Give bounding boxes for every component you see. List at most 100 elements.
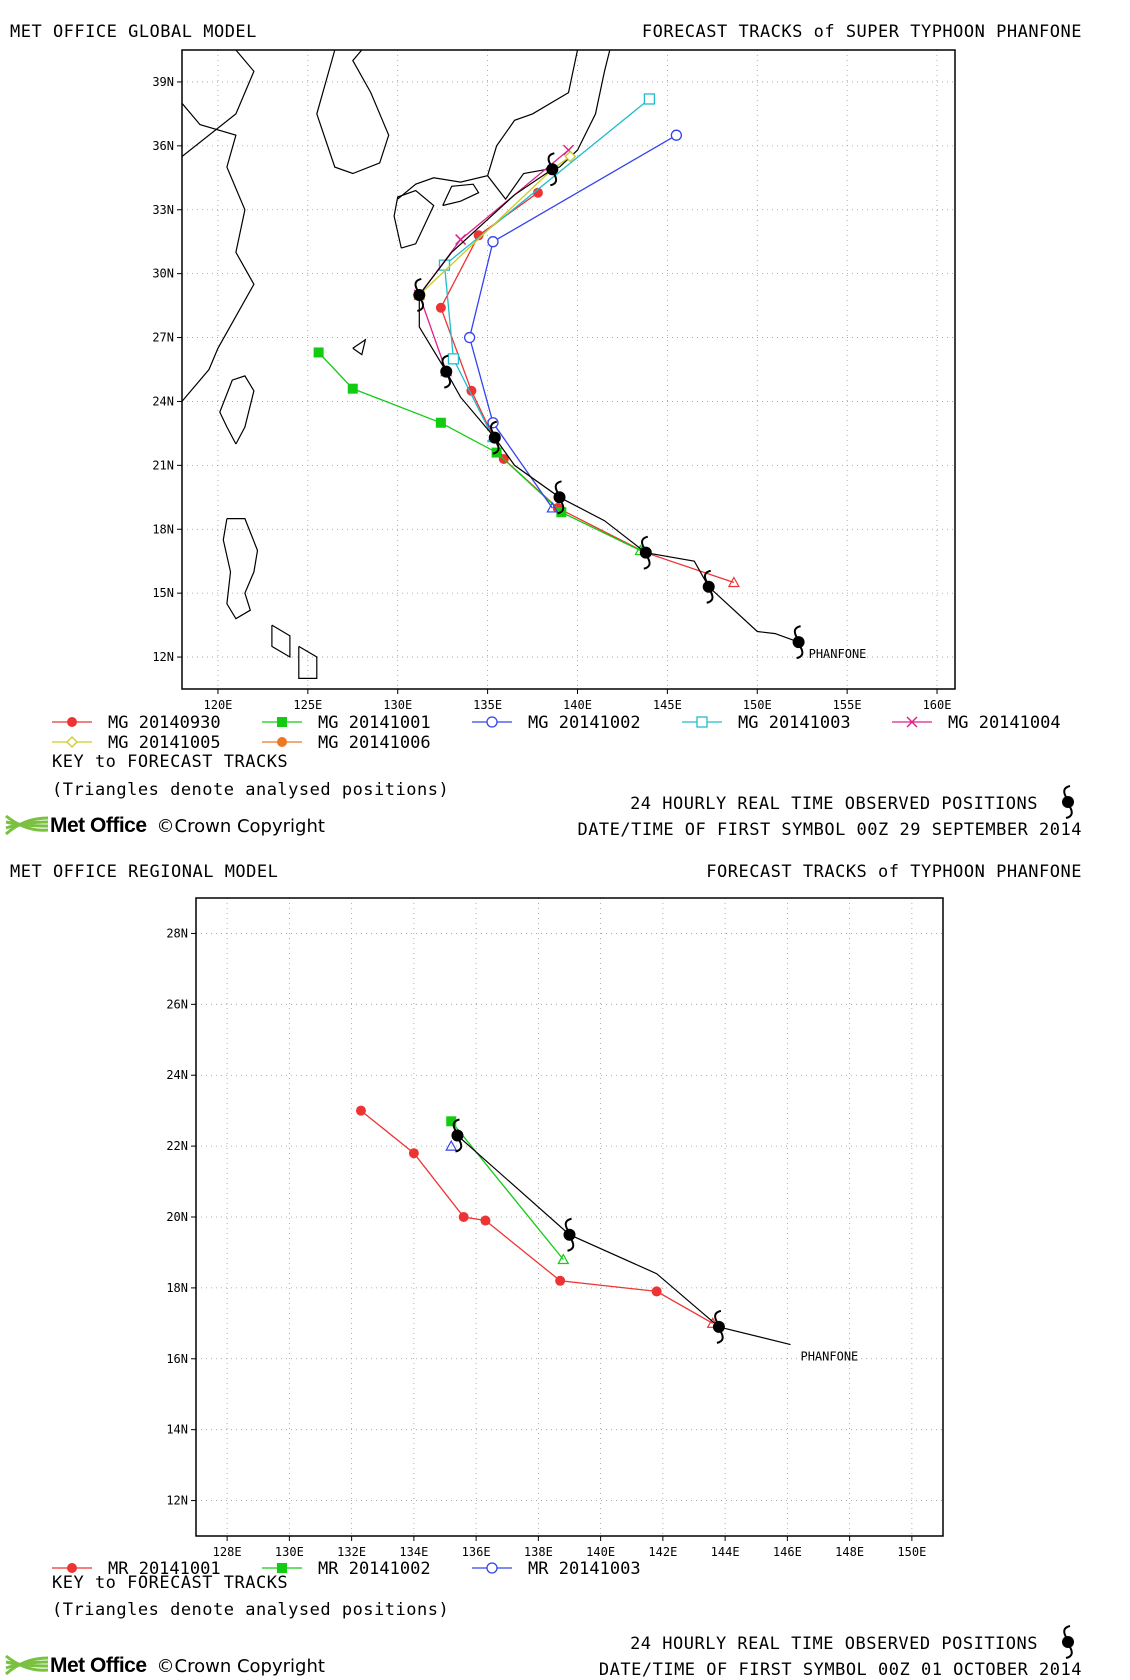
regional-legend-marker [67, 1563, 77, 1573]
global-track-marker [643, 93, 656, 105]
global-met-office-logo: Met Office ©Crown Copyright [4, 814, 325, 838]
global-cyclone-icon [553, 480, 566, 515]
global-key-title: KEY to FORECAST TRACKS [52, 752, 289, 772]
global-legend-label: MG 20141006 [318, 733, 431, 753]
global-y-tick-label: 36N [152, 139, 174, 153]
global-track-line [443, 98, 650, 438]
regional-track-marker [408, 1148, 419, 1159]
regional-track-line [450, 1120, 564, 1260]
global-track-line [318, 352, 641, 552]
global-y-tick-label: 15N [152, 586, 174, 600]
coastline [442, 183, 480, 207]
regional-x-tick-label: 128E [213, 1545, 242, 1559]
global-legend-label: MG 20141001 [318, 713, 431, 733]
regional-cyclone-icon [451, 1118, 464, 1153]
global-cyclone-icon [702, 569, 715, 604]
global-x-tick-label: 150E [743, 698, 772, 712]
regional-track-marker [480, 1215, 491, 1226]
global-legend-label: MG 20141003 [738, 713, 851, 733]
regional-cyclone-icon [712, 1309, 725, 1344]
regional-observed-note: 24 HOURLY REAL TIME OBSERVED POSITIONS [630, 1634, 1038, 1654]
global-legend-marker [67, 717, 77, 727]
regional-track-marker [555, 1275, 566, 1286]
met-office-swoosh-icon [5, 1654, 49, 1676]
regional-x-tick-label: 150E [897, 1545, 926, 1559]
global-forecast-title: FORECAST TRACKS of SUPER TYPHOON PHANFON… [641, 22, 1082, 42]
global-y-tick-label: 12N [152, 650, 174, 664]
met-office-logo-text: Met Office [50, 1654, 147, 1677]
global-cyclone-icon [488, 420, 501, 455]
global-track-marker [670, 129, 683, 141]
coastline [222, 518, 259, 620]
regional-y-tick-label: 24N [166, 1068, 188, 1082]
global-observed-track [418, 168, 799, 643]
met-office-swoosh-icon [5, 814, 49, 836]
global-x-tick-label: 125E [293, 698, 322, 712]
coastline [352, 338, 367, 356]
global-track-marker [435, 302, 446, 313]
global-track-line [440, 192, 735, 584]
global-cyclone-icon [792, 625, 805, 660]
regional-first-symbol: DATE/TIME OF FIRST SYMBOL 00Z 01 OCTOBER… [598, 1660, 1082, 1680]
regional-track-marker [446, 1116, 457, 1127]
global-legend-marker [66, 736, 78, 748]
regional-observed-track [457, 1135, 791, 1346]
regional-cyclone-icon [563, 1217, 576, 1252]
regional-y-tick-label: 18N [166, 1281, 188, 1295]
global-triangle-note: (Triangles denote analysed positions) [52, 780, 450, 800]
regional-y-tick-label: 22N [166, 1139, 188, 1153]
global-y-tick-label: 21N [152, 458, 174, 472]
global-y-tick-label: 33N [152, 203, 174, 217]
regional-y-tick-label: 14N [166, 1423, 188, 1437]
regional-x-tick-label: 144E [711, 1545, 740, 1559]
global-observed-key-icon [1062, 785, 1074, 819]
coastline [182, 50, 255, 157]
coastline [271, 624, 291, 659]
regional-x-tick-label: 140E [586, 1545, 615, 1559]
global-x-tick-label: 145E [653, 698, 682, 712]
regional-legend-marker [277, 1563, 287, 1573]
global-legend-marker [486, 716, 498, 728]
global-track-marker [447, 353, 460, 365]
regional-storm-label: PHANFONE [800, 1350, 858, 1364]
regional-legend-marker [486, 1562, 498, 1574]
coastline [487, 50, 579, 176]
global-x-tick-label: 135E [473, 698, 502, 712]
coastline [316, 50, 390, 175]
regional-y-tick-label: 26N [166, 997, 188, 1011]
global-track-marker [473, 230, 484, 241]
regional-y-tick-label: 16N [166, 1352, 188, 1366]
global-legend-marker [277, 737, 287, 747]
global-track-line [418, 155, 571, 296]
regional-x-tick-label: 134E [399, 1545, 428, 1559]
global-track-marker [487, 236, 499, 248]
regional-model-title: MET OFFICE REGIONAL MODEL [10, 862, 279, 882]
regional-x-tick-label: 142E [648, 1545, 677, 1559]
regional-track-marker [355, 1105, 366, 1116]
global-track-marker [347, 383, 358, 394]
global-track-marker [313, 347, 324, 358]
met-office-logo-text: Met Office [50, 814, 147, 837]
global-cyclone-icon [440, 354, 453, 389]
regional-x-tick-label: 146E [773, 1545, 802, 1559]
copyright: ©Crown Copyright [156, 1655, 325, 1677]
global-cyclone-icon [546, 152, 559, 187]
global-legend-marker [277, 717, 287, 727]
global-legend-label: MG 20140930 [108, 713, 221, 733]
global-y-tick-label: 27N [152, 331, 174, 345]
regional-triangle-note: (Triangles denote analysed positions) [52, 1600, 450, 1620]
regional-x-tick-label: 138E [524, 1545, 553, 1559]
global-x-tick-label: 155E [833, 698, 862, 712]
global-storm-label: PHANFONE [809, 647, 867, 661]
regional-track-marker [458, 1212, 469, 1222]
global-x-tick-label: 160E [923, 698, 952, 712]
regional-analysed-triangle [445, 1139, 458, 1151]
regional-observed-key-icon [1062, 1625, 1074, 1659]
regional-x-tick-label: 132E [337, 1545, 366, 1559]
global-y-tick-label: 18N [152, 522, 174, 536]
global-x-tick-label: 120E [204, 698, 233, 712]
global-analysed-triangle [546, 501, 559, 513]
global-legend-marker [906, 716, 918, 728]
regional-legend-label: MR 20141003 [528, 1559, 641, 1579]
global-track-marker [435, 417, 446, 428]
